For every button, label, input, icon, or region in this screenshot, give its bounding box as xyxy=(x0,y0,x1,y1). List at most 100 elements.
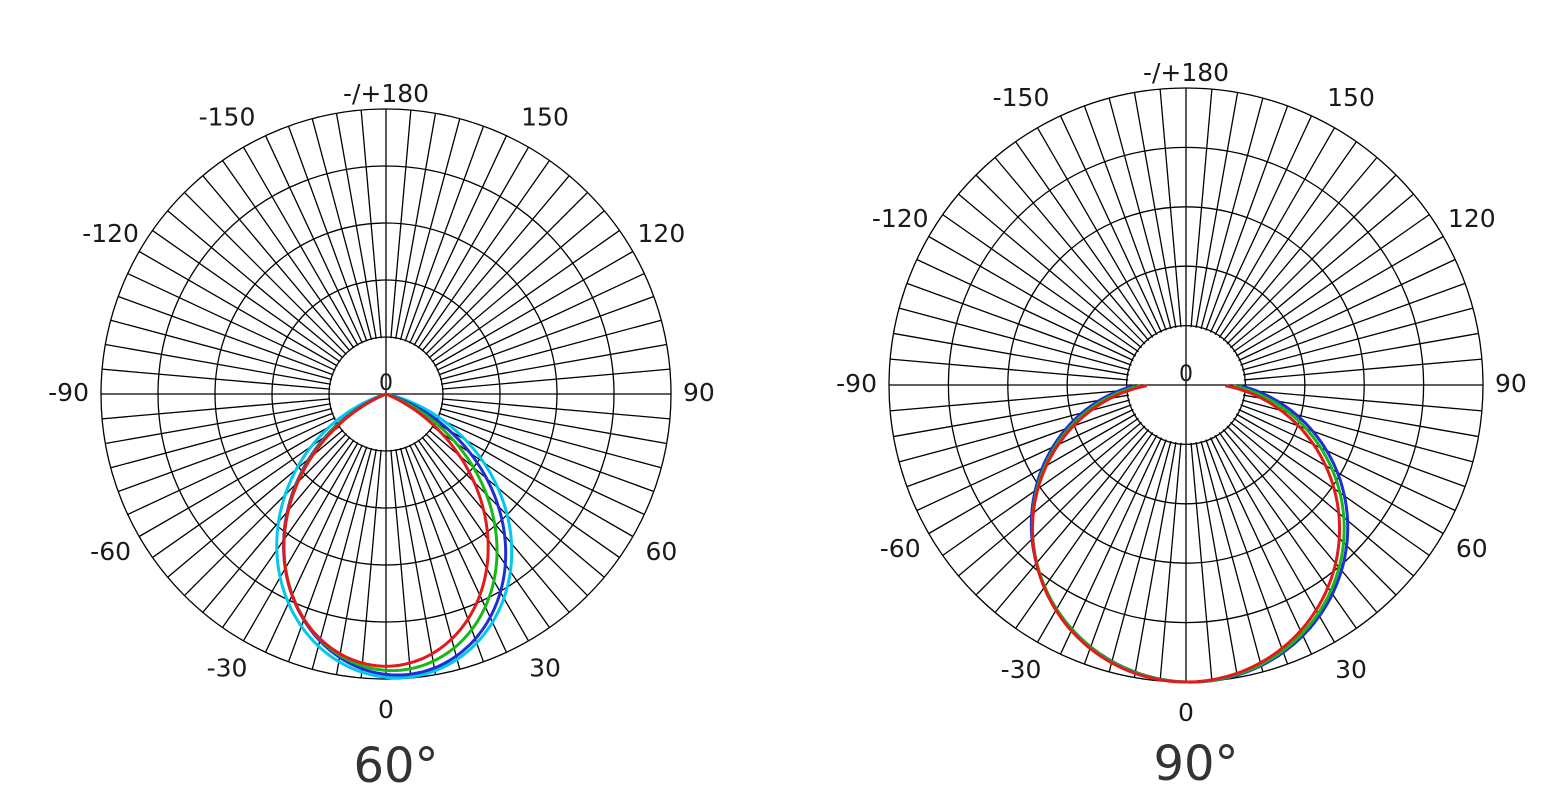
spoke-225 xyxy=(975,174,1146,345)
spoke-255 xyxy=(898,307,1131,371)
spoke-220 xyxy=(202,175,351,352)
spoke-240 xyxy=(138,250,338,367)
spoke-145 xyxy=(1218,141,1357,338)
spoke-175 xyxy=(1190,89,1213,328)
spoke-215 xyxy=(221,160,355,349)
center-label: 0 xyxy=(379,371,393,396)
angle-tick-label: 150 xyxy=(521,103,569,132)
angle-tick-label: 120 xyxy=(638,219,686,248)
spoke-105 xyxy=(439,319,662,381)
spoke-170 xyxy=(1195,92,1239,328)
spoke-355 xyxy=(360,449,382,678)
spoke-15 xyxy=(399,447,461,670)
spoke-115 xyxy=(436,272,645,371)
spoke-240 xyxy=(928,235,1137,357)
spoke-45 xyxy=(1226,425,1397,596)
spoke-245 xyxy=(127,272,336,371)
spoke-165 xyxy=(399,118,461,341)
spoke-265 xyxy=(102,368,331,390)
spoke-105 xyxy=(1241,307,1474,371)
spoke-225 xyxy=(184,192,347,355)
spoke-335 xyxy=(1059,437,1163,655)
spoke-80 xyxy=(1243,394,1479,438)
spoke-295 xyxy=(916,408,1134,512)
spoke-185 xyxy=(1159,89,1182,328)
spoke-50 xyxy=(1230,421,1414,577)
spoke-195 xyxy=(1108,97,1172,330)
spoke-100 xyxy=(1243,332,1479,376)
spoke-110 xyxy=(438,295,655,376)
angle-tick-label: -150 xyxy=(993,83,1050,112)
spoke-325 xyxy=(221,439,355,628)
series-curve-2 xyxy=(1030,384,1342,684)
angle-tick-label: 90 xyxy=(1495,369,1527,398)
spoke-70 xyxy=(1240,404,1466,488)
spoke-300 xyxy=(138,421,338,538)
spoke-200 xyxy=(287,125,368,342)
spoke-230 xyxy=(958,193,1142,349)
spoke-115 xyxy=(1238,258,1456,362)
spoke-75 xyxy=(439,407,662,469)
spoke-310 xyxy=(958,421,1142,577)
angle-tick-label: -/+180 xyxy=(343,79,429,108)
spoke-55 xyxy=(431,425,620,559)
spoke-10 xyxy=(1195,442,1239,678)
spoke-335 xyxy=(264,444,363,653)
spoke-65 xyxy=(1238,408,1456,512)
spoke-140 xyxy=(421,175,570,352)
spoke-5 xyxy=(1190,442,1213,681)
spoke-190 xyxy=(1133,92,1177,328)
spoke-250 xyxy=(906,282,1132,366)
spoke-95 xyxy=(1243,358,1482,381)
spoke-330 xyxy=(242,442,359,642)
spoke-30 xyxy=(413,442,530,642)
polar-chart-60: -/+180 -150 150 -120 120 -90 90 -60 60 -30 30 0 0 60° xyxy=(48,79,715,794)
angle-tick-label: -30 xyxy=(207,653,248,682)
spoke-350 xyxy=(1133,442,1177,678)
angle-tick-label: -90 xyxy=(48,378,89,407)
angle-tick-label: 90 xyxy=(683,378,715,407)
spoke-210 xyxy=(242,146,359,346)
spoke-125 xyxy=(1233,214,1430,353)
spoke-160 xyxy=(404,125,485,342)
spoke-345 xyxy=(1108,440,1172,673)
spoke-235 xyxy=(942,214,1139,353)
spoke-190 xyxy=(335,113,377,339)
angle-tick-label: -120 xyxy=(82,219,139,248)
spoke-10 xyxy=(395,449,437,675)
spoke-285 xyxy=(898,399,1131,463)
spoke-40 xyxy=(1222,429,1378,613)
spoke-290 xyxy=(117,412,334,493)
spoke-255 xyxy=(110,319,333,381)
spoke-20 xyxy=(1205,439,1289,665)
chart-title: 60° xyxy=(353,738,438,794)
center-label: 0 xyxy=(1179,362,1193,387)
spoke-205 xyxy=(1059,115,1163,333)
angle-tick-label: -30 xyxy=(1001,655,1042,684)
spoke-35 xyxy=(417,439,551,628)
angle-tick-label: 30 xyxy=(529,653,561,682)
spoke-165 xyxy=(1200,97,1264,330)
spoke-260 xyxy=(893,332,1129,376)
spoke-130 xyxy=(1230,193,1414,349)
angle-tick-label: -60 xyxy=(90,537,131,566)
spoke-130 xyxy=(428,210,605,359)
spoke-160 xyxy=(1205,105,1289,331)
series-curve-0 xyxy=(275,392,514,680)
spoke-110 xyxy=(1240,282,1466,366)
spoke-70 xyxy=(438,412,655,493)
spoke-140 xyxy=(1222,157,1378,341)
spoke-275 xyxy=(102,398,331,420)
angle-tick-label: -120 xyxy=(872,204,929,233)
angle-tick-label: 150 xyxy=(1327,83,1375,112)
spoke-220 xyxy=(994,157,1150,341)
spoke-150 xyxy=(1214,127,1336,336)
series-curve-2 xyxy=(282,392,499,673)
spoke-215 xyxy=(1015,141,1154,338)
spoke-300 xyxy=(928,413,1137,535)
spoke-210 xyxy=(1036,127,1158,336)
spoke-15 xyxy=(1200,440,1264,673)
spoke-150 xyxy=(413,146,530,346)
spoke-35 xyxy=(1218,432,1357,629)
spoke-30 xyxy=(1214,434,1336,643)
